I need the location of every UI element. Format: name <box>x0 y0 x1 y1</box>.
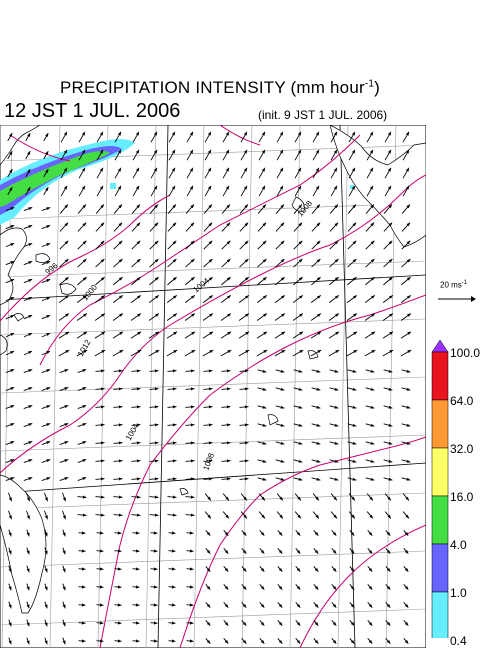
scale-segment <box>431 543 449 593</box>
scale-level-label: 16.0 <box>450 490 474 504</box>
scale-segment <box>431 399 449 449</box>
scale-segment <box>431 495 449 545</box>
reference-arrow-icon <box>438 295 476 302</box>
color-scale <box>431 339 449 638</box>
chart-title: PRECIPITATION INTENSITY (mm hour-1) <box>59 78 381 97</box>
scale-level-label: 64.0 <box>450 394 474 408</box>
scale-segment <box>431 351 449 401</box>
scale-segment <box>431 591 449 638</box>
wind-vectors <box>5 131 412 645</box>
scale-level-label: 100.0 <box>450 346 481 360</box>
scale-segment <box>431 447 449 497</box>
scale-level-label: 32.0 <box>450 442 474 456</box>
scale-level-label: 1.0 <box>450 586 467 600</box>
init-time: (init. 9 JST 1 JUL. 2006) <box>258 108 388 122</box>
scale-level-label: 4.0 <box>450 538 467 552</box>
coastlines <box>0 125 426 614</box>
valid-time: 12 JST 1 JUL. 2006 <box>4 100 181 122</box>
reference-vector-label: 20 ms-1 <box>440 280 468 290</box>
scale-top-triangle <box>431 339 449 353</box>
reference-vector: 20 ms-1 <box>436 280 480 308</box>
scale-level-label: 0.4 <box>450 634 467 648</box>
